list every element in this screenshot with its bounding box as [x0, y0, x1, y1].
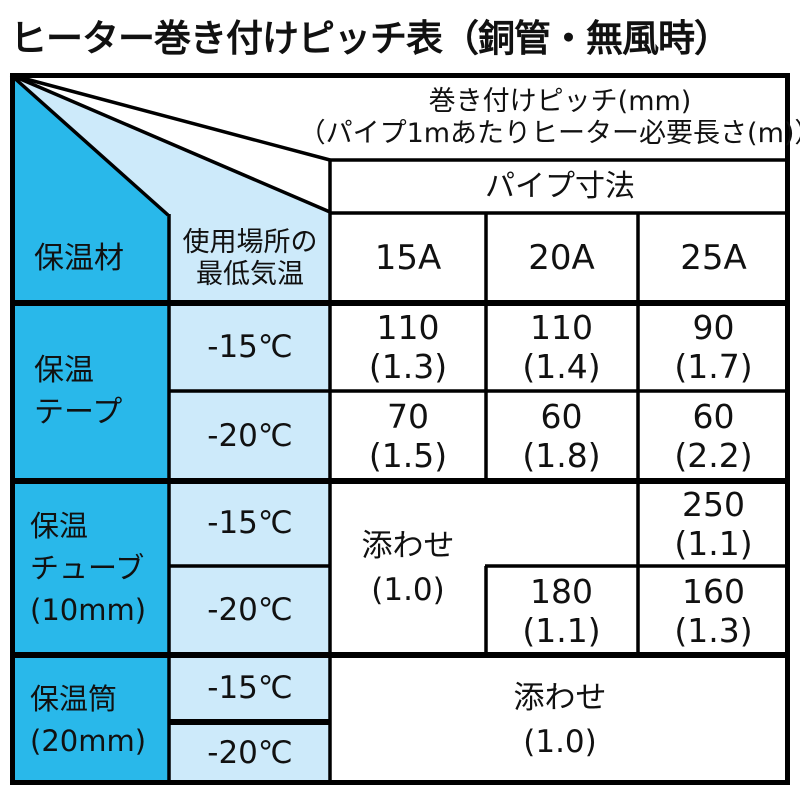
tube-25a-minus20-cell: 160 (1.3)	[674, 571, 753, 650]
tube-merged-sowase-cell: 添わせ (1.0)	[361, 528, 455, 608]
col-header-15a: 15A	[374, 237, 442, 278]
pitch-header: 巻き付けピッチ(mm) （パイプ1mあたりヒーター必要長さ(m)）	[299, 77, 800, 159]
section-cylinder-label: 保温筒 (20mm)	[30, 682, 147, 758]
tape-20a-minus20-cell: 60 (1.8)	[522, 397, 601, 475]
pipe-size-header: パイプ寸法	[485, 169, 635, 205]
tube-temp-minus15: -15℃	[207, 505, 293, 542]
tape-25a-minus15-cell: 90 (1.7)	[674, 308, 753, 386]
cylinder-merged-sowase-cell: 添わせ (1.0)	[513, 680, 607, 760]
cylinder-temp-minus15: -15℃	[207, 670, 293, 707]
tube-temp-minus20: -20℃	[207, 592, 293, 629]
tube-25a-minus15-cell: 250 (1.1)	[674, 484, 753, 563]
col-header-25a: 25A	[680, 237, 747, 278]
page-title: ヒーター巻き付けピッチ表（銅管・無風時）	[10, 17, 731, 60]
tape-15a-minus20-cell: 70 (1.5)	[368, 397, 448, 475]
tape-20a-minus15-cell: 110 (1.4)	[522, 308, 601, 386]
tape-temp-minus20: -20℃	[207, 417, 293, 454]
tape-25a-minus20-cell: 60 (2.2)	[674, 397, 753, 475]
min-temp-header: 使用場所の 最低気温	[182, 227, 318, 290]
cylinder-temp-minus20: -20℃	[207, 735, 293, 772]
col-header-20a: 20A	[528, 237, 595, 278]
tape-15a-minus15-cell: 110 (1.3)	[368, 308, 448, 386]
section-tape-label: 保温 テープ	[34, 353, 123, 430]
tape-temp-minus15: -15℃	[207, 328, 293, 365]
section-tube-label: 保温 チューブ (10mm)	[30, 509, 147, 627]
pitch-header-line2: （パイプ1mあたりヒーター必要長さ(m)）	[298, 118, 800, 149]
pitch-header-line1: 巻き付けピッチ(mm)	[428, 86, 692, 118]
material-header: 保温材	[34, 241, 124, 277]
tube-20a-minus20-cell: 180 (1.1)	[522, 571, 601, 650]
